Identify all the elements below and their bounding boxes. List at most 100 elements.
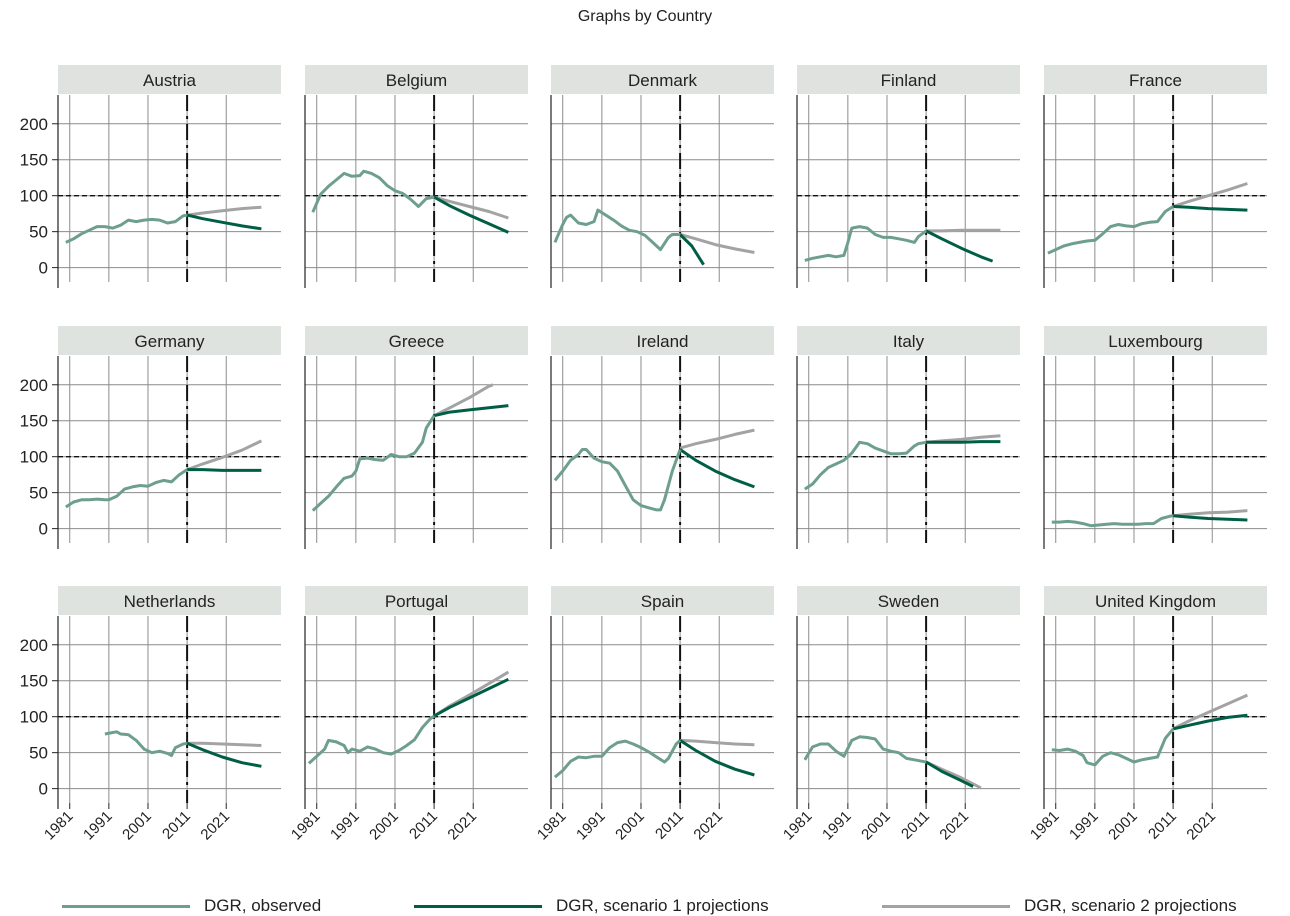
legend-swatch-observed	[62, 904, 190, 908]
x-tick-label: 2011	[1145, 808, 1180, 843]
x-tick-label: 2021	[197, 808, 233, 844]
y-tick-label: 200	[20, 376, 48, 395]
panel-header	[1044, 586, 1267, 615]
x-tick-label: 2021	[444, 808, 480, 844]
panel-header	[551, 65, 774, 94]
series-scenario2-line	[433, 195, 509, 220]
x-tick-label: 2021	[690, 808, 726, 844]
series-observed-line	[65, 213, 188, 244]
panel-germany: Germany 0 50 100 150 200	[20, 326, 281, 549]
panel-title: Sweden	[878, 592, 939, 611]
x-tick-label: 2011	[406, 808, 441, 843]
panel-header	[551, 586, 774, 615]
x-tick-label: 1991	[80, 808, 116, 844]
x-tick-label: 2001	[1105, 808, 1141, 844]
x-tick-label: 2011	[898, 808, 933, 843]
series-scenario2-line	[1172, 182, 1248, 208]
x-tick-label: 1981	[780, 808, 816, 844]
panel-portugal: Portugal 1981 1991 2001 2011 2021	[288, 586, 528, 843]
series-observed-line	[553, 448, 682, 512]
series-observed-line	[553, 208, 681, 252]
x-tick-label: 1981	[288, 808, 324, 844]
panel-header	[797, 586, 1020, 615]
series-scenario2-line	[679, 233, 755, 254]
x-tick-label: 1991	[1066, 808, 1102, 844]
panel-header	[1044, 326, 1267, 355]
series-scenario2-line	[1172, 693, 1249, 731]
series-scenario2-line	[1172, 509, 1248, 518]
x-tick-label: 2001	[612, 808, 648, 844]
panel-header	[797, 326, 1020, 355]
panel-united-kingdom: United Kingdom 1981 1991 2001 2011 2021	[1027, 586, 1267, 843]
x-tick-label: 1981	[534, 808, 570, 844]
series-scenario1-line	[1172, 713, 1248, 731]
series-observed-line	[1051, 727, 1175, 767]
panel-header	[551, 326, 774, 355]
series-scenario1-line	[1173, 205, 1248, 212]
y-tick-label: 150	[20, 412, 48, 431]
legend-swatch-scenario2	[882, 904, 1010, 908]
panel-spain: Spain 1981 1991 2001 2011 2021	[534, 586, 774, 843]
series-scenario2-line	[187, 741, 262, 747]
panel-france: France	[1043, 65, 1267, 288]
series-scenario1-line	[433, 677, 510, 718]
panel-title: Luxembourg	[1108, 332, 1203, 351]
panel-title: Denmark	[628, 71, 697, 90]
x-tick-label: 1981	[1027, 808, 1063, 844]
panel-title: Portugal	[385, 592, 448, 611]
series-scenario1-line	[186, 741, 262, 768]
series-observed-line	[64, 468, 188, 509]
panel-header	[58, 326, 281, 355]
series-observed-line	[803, 440, 927, 491]
series-scenario1-line	[186, 213, 262, 231]
small-multiples-chart: Austria 0 50 100 150 200 Belgium Denmark Finland…	[20, 65, 1267, 844]
series-scenario1-line	[925, 229, 994, 263]
series-observed-line	[311, 169, 435, 213]
panel-header	[305, 586, 528, 615]
legend-observed: DGR, observed	[62, 896, 321, 916]
x-tick-label: 2011	[159, 808, 194, 843]
y-tick-label: 0	[39, 780, 48, 799]
series-scenario2-line	[926, 228, 1001, 233]
figure-title: Graphs by Country	[577, 8, 713, 25]
y-tick-label: 100	[20, 187, 48, 206]
panel-greece: Greece	[304, 326, 528, 549]
legend-label-scenario1: DGR, scenario 1 projections	[556, 896, 769, 915]
series-observed-line	[307, 714, 435, 765]
x-tick-label: 1991	[327, 808, 363, 844]
series-scenario2-line	[433, 383, 494, 418]
panel-title: United Kingdom	[1095, 592, 1216, 611]
series-scenario1-line	[679, 739, 755, 777]
panel-title: Belgium	[386, 71, 447, 90]
series-scenario1-line	[679, 233, 705, 266]
series-observed-line	[804, 225, 927, 262]
x-tick-label: 1981	[41, 808, 77, 844]
y-tick-label: 200	[20, 115, 48, 134]
panel-header	[305, 65, 528, 94]
series-observed-line	[1051, 514, 1174, 528]
panel-belgium: Belgium	[304, 65, 528, 288]
legend-label-scenario2: DGR, scenario 2 projections	[1024, 896, 1237, 915]
y-tick-label: 50	[29, 223, 48, 242]
series-observed-line	[553, 739, 682, 779]
legend-scenario1: DGR, scenario 1 projections	[414, 896, 769, 916]
x-tick-label: 1991	[819, 808, 855, 844]
y-tick-label: 150	[20, 151, 48, 170]
panel-austria: Austria 0 50 100 150 200	[20, 65, 281, 288]
x-tick-label: 1991	[573, 808, 609, 844]
y-tick-label: 200	[20, 636, 48, 655]
y-tick-label: 0	[39, 520, 48, 539]
x-tick-label: 2021	[936, 808, 972, 844]
series-scenario1-line	[433, 195, 510, 234]
panel-title: Greece	[389, 332, 445, 351]
series-observed-line	[104, 730, 188, 757]
panel-sweden: Sweden 1981 1991 2001 2011 2021	[780, 586, 1020, 843]
series-observed-line	[803, 735, 927, 764]
series-scenario2-line	[186, 439, 263, 472]
panel-title: France	[1129, 71, 1182, 90]
series-scenario2-line	[186, 205, 262, 217]
x-tick-label: 2021	[1183, 808, 1219, 844]
panel-header	[305, 326, 528, 355]
panel-italy: Italy	[796, 326, 1020, 549]
